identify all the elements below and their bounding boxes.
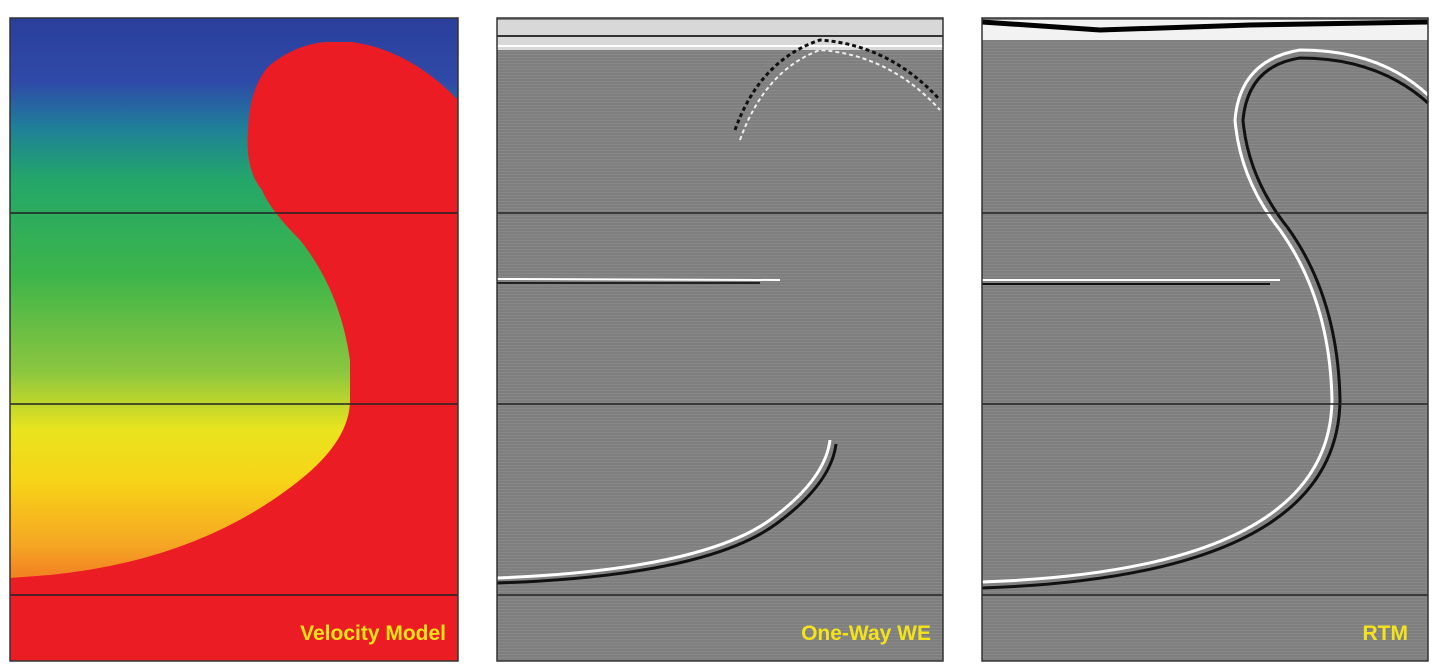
panel-label: RTM [1363,622,1409,645]
velocity-panel: Velocity Model [9,17,459,662]
frame [496,17,944,662]
rtm-panel: RTM [981,17,1430,662]
seismic-image [982,18,1428,661]
salt-body [10,42,458,661]
oneway-panel: One-Way WE [496,17,944,662]
frame [981,17,1429,662]
frame [9,17,459,662]
seismic-image [497,18,943,661]
panel-label: One-Way WE [801,622,931,645]
panel-label: Velocity Model [300,622,446,645]
